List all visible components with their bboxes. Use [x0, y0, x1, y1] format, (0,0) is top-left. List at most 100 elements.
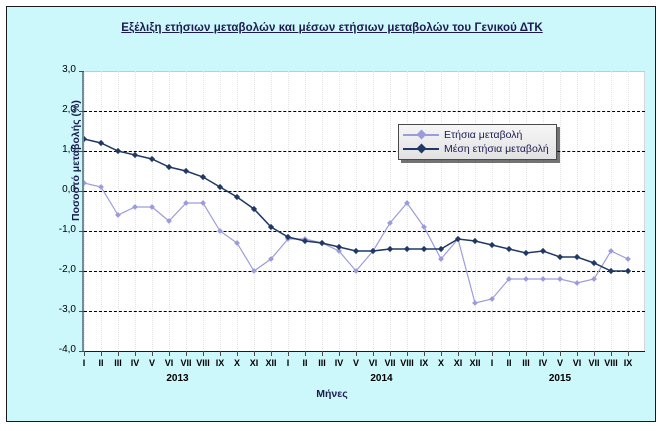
y-axis-tick-label: 2,0	[62, 104, 76, 115]
vertical-gridline	[526, 71, 527, 351]
data-point-marker	[233, 193, 241, 201]
x-axis-title: Μήνες	[316, 388, 348, 400]
vertical-gridline	[407, 71, 408, 351]
vertical-gridline	[441, 71, 442, 351]
vertical-gridline	[220, 71, 221, 351]
vertical-gridline	[152, 71, 153, 351]
data-point-marker	[437, 245, 445, 253]
x-axis-tick	[203, 351, 204, 356]
data-point-marker	[523, 276, 529, 282]
x-axis-tick-label: IX	[623, 358, 633, 368]
vertical-gridline	[560, 71, 561, 351]
vertical-gridline	[475, 71, 476, 351]
data-point-marker	[404, 200, 410, 206]
data-point-marker	[318, 239, 326, 247]
legend-diamond-icon	[416, 143, 427, 154]
plot-right-edge	[644, 71, 645, 351]
data-point-marker	[284, 233, 292, 241]
data-point-marker	[386, 245, 394, 253]
data-point-marker	[387, 220, 393, 226]
y-axis-tick	[79, 311, 84, 312]
vertical-gridline	[458, 71, 459, 351]
x-axis-tick-label: VIII	[400, 358, 414, 368]
x-axis-tick	[339, 351, 340, 356]
vertical-gridline	[101, 71, 102, 351]
data-point-marker	[522, 249, 530, 257]
legend-swatch-mean-annual-change	[403, 143, 439, 155]
gridline	[84, 311, 645, 312]
x-axis-tick-label: XI	[249, 358, 259, 368]
data-point-marker	[199, 173, 207, 181]
x-axis-tick	[271, 351, 272, 356]
x-axis-tick-label: II	[506, 358, 512, 368]
data-point-marker	[471, 237, 479, 245]
vertical-gridline	[424, 71, 425, 351]
vertical-gridline	[577, 71, 578, 351]
x-axis-tick-label: XII	[265, 358, 277, 368]
x-axis-tick	[509, 351, 510, 356]
vertical-gridline	[339, 71, 340, 351]
legend-swatch-annual-change	[403, 129, 439, 141]
x-axis-tick	[169, 351, 170, 356]
gridline	[84, 191, 645, 192]
y-axis-tick	[79, 351, 84, 352]
x-axis-tick-label: X	[437, 358, 444, 368]
x-axis-tick-label: I	[490, 358, 494, 368]
series-line	[84, 182, 629, 304]
data-point-marker	[98, 184, 104, 190]
x-axis-tick	[577, 351, 578, 356]
gridline	[84, 351, 645, 352]
x-axis-tick	[118, 351, 119, 356]
data-point-marker	[84, 180, 87, 186]
y-axis-tick-label: -1,0	[58, 224, 76, 235]
data-point-marker	[557, 276, 563, 282]
vertical-gridline	[169, 71, 170, 351]
vertical-gridline	[271, 71, 272, 351]
data-point-marker	[608, 248, 614, 254]
x-axis-tick-label: III	[522, 358, 530, 368]
x-axis-tick	[135, 351, 136, 356]
data-point-marker	[353, 268, 359, 274]
data-point-marker	[472, 300, 478, 306]
y-axis-title: Ποσοστό μεταβολής (%)	[70, 100, 82, 221]
x-axis-tick-label: VIII	[604, 358, 618, 368]
gridline	[84, 71, 645, 72]
data-point-marker	[165, 163, 173, 171]
data-point-marker	[403, 245, 411, 253]
data-point-marker	[149, 204, 155, 210]
x-axis-tick-label: XI	[453, 358, 463, 368]
x-axis-year-label: 2013	[166, 373, 189, 384]
data-point-marker	[115, 212, 121, 218]
data-point-marker	[148, 155, 156, 163]
x-axis-tick	[356, 351, 357, 356]
y-axis-tick-label: 3,0	[62, 64, 76, 75]
y-axis-tick-label: -3,0	[58, 304, 76, 315]
x-axis-tick	[305, 351, 306, 356]
vertical-gridline	[186, 71, 187, 351]
x-axis-tick-label: V	[352, 358, 359, 368]
vertical-gridline	[611, 71, 612, 351]
x-axis-tick-label: X	[233, 358, 240, 368]
data-point-marker	[369, 247, 377, 255]
data-point-marker	[182, 167, 190, 175]
x-axis-tick-label: XII	[469, 358, 481, 368]
x-axis-tick	[492, 351, 493, 356]
data-point-marker	[335, 243, 343, 251]
x-axis-tick	[390, 351, 391, 356]
x-axis-tick-label: V	[556, 358, 563, 368]
data-point-marker	[131, 151, 139, 159]
x-axis-year-label: 2015	[548, 373, 572, 384]
x-axis-tick	[560, 351, 561, 356]
x-axis-tick-label: VII	[180, 358, 192, 368]
data-point-marker	[574, 280, 580, 286]
y-axis-tick-label: 0,0	[62, 184, 76, 195]
x-axis-tick-label: IX	[419, 358, 429, 368]
data-point-marker	[607, 267, 615, 275]
y-axis-tick-label: -4,0	[58, 344, 76, 355]
data-point-marker	[590, 259, 598, 267]
vertical-gridline	[203, 71, 204, 351]
data-point-marker	[438, 256, 444, 262]
x-axis-tick	[237, 351, 238, 356]
x-axis-tick-label: IV	[334, 358, 344, 368]
x-axis-tick	[407, 351, 408, 356]
